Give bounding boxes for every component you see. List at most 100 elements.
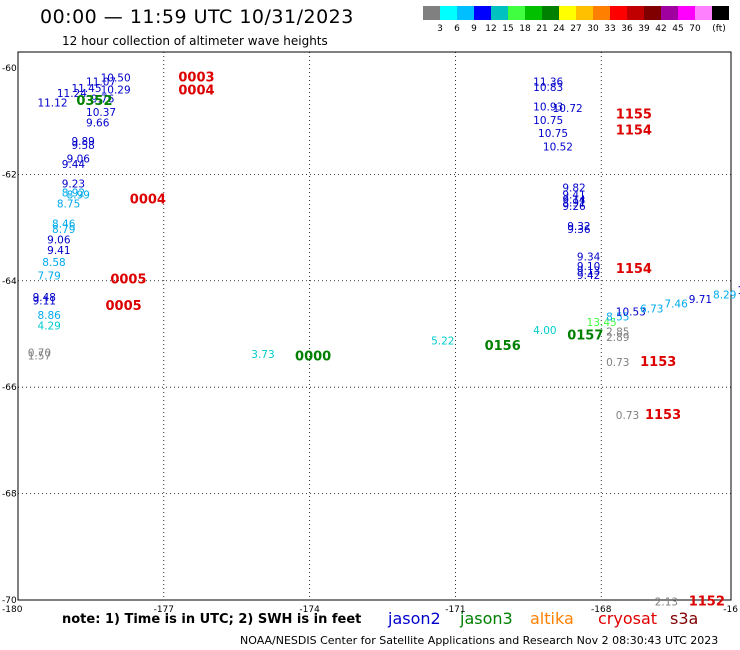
lon-tick-label: -168	[591, 605, 612, 615]
pass-time-label: 0352	[76, 94, 112, 109]
pass-time-label: 0004	[130, 193, 166, 208]
wave-height-value: 10.50	[101, 72, 131, 84]
wave-height-value: 7.79	[37, 271, 60, 283]
legend-label: 30	[587, 24, 599, 34]
legend-swatch	[542, 6, 559, 20]
satellite-altika: altika	[530, 609, 574, 628]
legend-swatch	[525, 6, 542, 20]
map-subtitle: 12 hour collection of altimeter wave hei…	[62, 34, 328, 48]
wave-height-value: 7.46	[664, 298, 688, 310]
wave-height-value: 6.73	[640, 304, 663, 316]
wave-height-value: 10.75	[538, 128, 568, 140]
wave-height-value: 11.45	[71, 83, 101, 95]
wave-height-value: 10.52	[543, 141, 573, 153]
lon-tick-label: -171	[445, 605, 465, 615]
wave-height-value: 8.29	[713, 289, 736, 301]
wave-height-value: 0.70	[28, 347, 51, 359]
latitude-labels: -60 -62 -64 -66 -68 -70	[2, 64, 17, 606]
lat-tick-label: -62	[2, 170, 17, 180]
wave-height-value: 9.13	[577, 265, 600, 277]
pass-time-label: 1154	[616, 123, 652, 138]
wave-height-value: 11.07	[86, 77, 116, 89]
wave-height-value: 13.45	[587, 317, 617, 329]
legend-label: 6	[454, 24, 460, 34]
wave-height-value: 10.75	[533, 115, 563, 127]
wave-height-value: 10.37	[86, 107, 116, 119]
pass-time-label: 0000	[295, 350, 331, 365]
legend-swatch	[457, 6, 474, 20]
wave-height-value: 11.24	[57, 88, 87, 100]
wave-height-value: 9.34	[577, 252, 601, 264]
pass-time-label: 1153	[645, 408, 681, 423]
pass-time-label: 1152	[689, 594, 725, 609]
wave-height-value: 5.22	[431, 336, 454, 348]
wave-height-value: 9.14	[562, 195, 586, 207]
map-frame	[17, 51, 732, 601]
legend-swatch	[644, 6, 661, 20]
graticule	[18, 52, 731, 600]
satellite-jason2: jason2	[388, 609, 441, 628]
wave-height-value: 0.73	[616, 410, 639, 422]
legend-label: 21	[536, 24, 548, 34]
wave-height-value: 8.46	[52, 219, 76, 231]
legend-swatch	[678, 6, 695, 20]
wave-height-value: 8.58	[42, 257, 65, 269]
legend-label: 12	[485, 24, 497, 34]
wave-height-value: 0.73	[606, 357, 629, 369]
legend-swatch	[576, 6, 593, 20]
wave-height-value: 8.99	[67, 189, 90, 201]
lat-tick-label: -60	[2, 64, 17, 74]
legend-swatch	[423, 6, 440, 20]
wave-height-value: 9.44	[62, 159, 86, 171]
wave-height-value: 9.26	[562, 201, 586, 213]
pass-time-label: 1154	[616, 262, 652, 277]
legend-swatch	[695, 6, 712, 20]
lon-tick-label: -174	[299, 605, 320, 615]
wave-height-value: 9.32	[567, 221, 590, 233]
lon-tick-label: -180	[2, 605, 23, 615]
wave-height-value: 4.00	[533, 325, 556, 337]
wave-height-value: 10.72	[553, 103, 583, 115]
pass-time-label: 0157	[567, 328, 603, 343]
legend-label: 9	[471, 24, 477, 34]
wave-height-value: 2.85	[606, 327, 629, 339]
pass-time-label: 1155	[616, 108, 652, 123]
wave-height-value: 8.92	[62, 188, 85, 200]
wave-height-value: 9.71	[689, 294, 712, 306]
lat-tick-label: -64	[2, 277, 17, 287]
lat-tick-label: -70	[2, 596, 17, 606]
wave-height-value: 2.13	[655, 596, 678, 608]
wave-height-value: 9.11	[33, 296, 56, 308]
map-title: 00:00 — 11:59 UTC 10/31/2023	[40, 6, 354, 28]
wave-height-value: 9.89	[71, 136, 94, 148]
legend-swatch	[440, 6, 457, 20]
legend-swatch	[712, 6, 729, 20]
legend-unit: (ft)	[712, 24, 726, 34]
legend-swatch	[610, 6, 627, 20]
legend-swatch	[661, 6, 678, 20]
pass-time-label: 0156	[485, 339, 521, 354]
wave-height-value: 9.42	[577, 270, 600, 282]
wave-height-value: 9.06	[67, 154, 91, 166]
legend-label: 70	[689, 24, 701, 34]
legend-swatch	[508, 6, 525, 20]
legend-swatch	[627, 6, 644, 20]
legend-label: 15	[502, 24, 514, 34]
legend-label: 42	[655, 24, 667, 34]
pass-time-label: 0005	[110, 272, 146, 287]
satellite-jason3: jason3	[460, 609, 513, 628]
wave-height-value: 10.93	[533, 102, 563, 114]
wave-height-value: 10.83	[533, 82, 563, 94]
legend-label: 45	[672, 24, 684, 34]
wave-height-value: 1.57	[28, 351, 51, 363]
wave-height-value: 10.53	[616, 306, 646, 318]
wave-height-value: 11.36	[533, 77, 563, 89]
wave-height-value: 9.36	[567, 224, 591, 236]
wave-height-value: 9.82	[562, 182, 585, 194]
wave-height-value: 8.55	[606, 312, 629, 324]
wave-height-value: 10.89	[737, 285, 740, 297]
wave-height-value: 8.75	[57, 198, 80, 210]
legend-swatch	[491, 6, 508, 20]
